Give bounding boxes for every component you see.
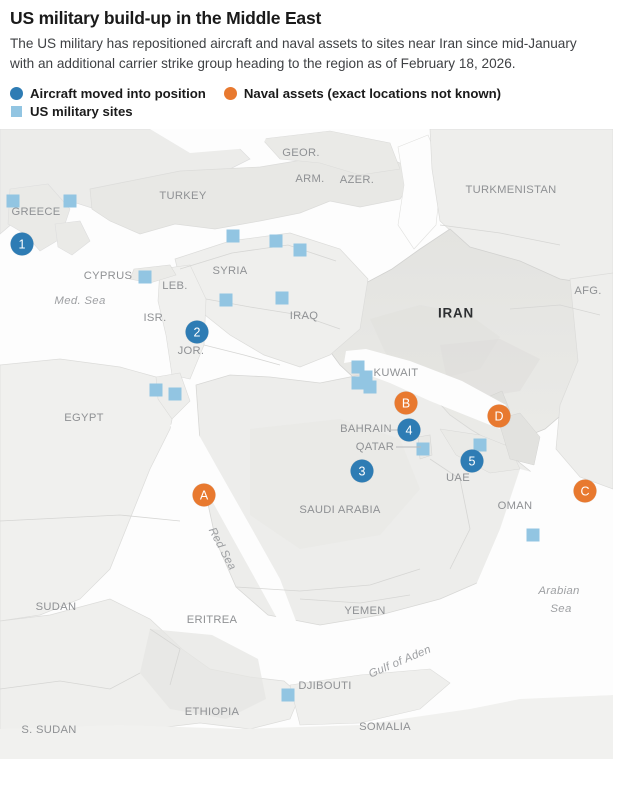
site-iraq-north[interactable] — [293, 243, 307, 257]
site-syria-north[interactable] — [269, 234, 283, 248]
site-kuwait-3[interactable] — [351, 376, 365, 390]
site-kuwait-4[interactable] — [363, 380, 377, 394]
page-subtitle: The US military has repositioned aircraf… — [10, 36, 577, 72]
legend-item-naval: Naval assets (exact locations not known) — [223, 86, 502, 102]
site-cyprus[interactable] — [138, 270, 152, 284]
aircraft-marker-5[interactable]: 5 — [460, 449, 484, 473]
legend-row-secondary: US military sites — [10, 104, 613, 119]
legend-label-sites: US military sites — [30, 104, 133, 120]
site-uae[interactable] — [473, 438, 487, 452]
aircraft-marker-4[interactable]: 4 — [397, 418, 421, 442]
site-kuwait-1[interactable] — [351, 360, 365, 374]
site-oman[interactable] — [526, 528, 540, 542]
header: US military build-up in the Middle East … — [0, 0, 623, 74]
legend-row-primary: Aircraft moved into position Naval asset… — [10, 86, 613, 101]
aircraft-marker-1[interactable]: 1 — [10, 232, 34, 256]
map-basemap — [0, 129, 613, 760]
naval-marker-b[interactable]: B — [394, 391, 418, 415]
bahrain-leader — [387, 429, 401, 431]
filled-circle-icon — [223, 87, 237, 101]
aircraft-marker-3[interactable]: 3 — [350, 459, 374, 483]
legend: Aircraft moved into position Naval asset… — [0, 74, 623, 129]
site-jordan[interactable] — [168, 387, 182, 401]
naval-marker-a[interactable]: A — [192, 483, 216, 507]
site-syria-east[interactable] — [219, 293, 233, 307]
aircraft-marker-2[interactable]: 2 — [185, 320, 209, 344]
legend-label-naval: Naval assets (exact locations not known) — [243, 86, 502, 102]
site-djibouti[interactable] — [281, 688, 295, 702]
naval-marker-d[interactable]: D — [487, 404, 511, 428]
site-greece-north[interactable] — [6, 194, 20, 208]
legend-label-aircraft: Aircraft moved into position — [30, 86, 206, 102]
site-greece-crete[interactable] — [63, 194, 77, 208]
qatar-leader — [396, 446, 421, 448]
naval-marker-c[interactable]: C — [573, 479, 597, 503]
site-qatar[interactable] — [416, 442, 430, 456]
site-iraq-west[interactable] — [275, 291, 289, 305]
filled-square-icon — [11, 106, 22, 118]
map-canvas[interactable]: GREECE TURKEY GEOR. ARM. AZER. TURKMENISTAN CY… — [0, 129, 613, 760]
site-turkey-incirlik[interactable] — [226, 229, 240, 243]
site-egypt-sinai[interactable] — [149, 383, 163, 397]
legend-item-aircraft: Aircraft moved into position — [10, 86, 206, 101]
filled-circle-icon — [10, 87, 23, 101]
legend-item-sites: US military sites — [10, 104, 133, 119]
page-title: US military build-up in the Middle East — [10, 8, 322, 28]
